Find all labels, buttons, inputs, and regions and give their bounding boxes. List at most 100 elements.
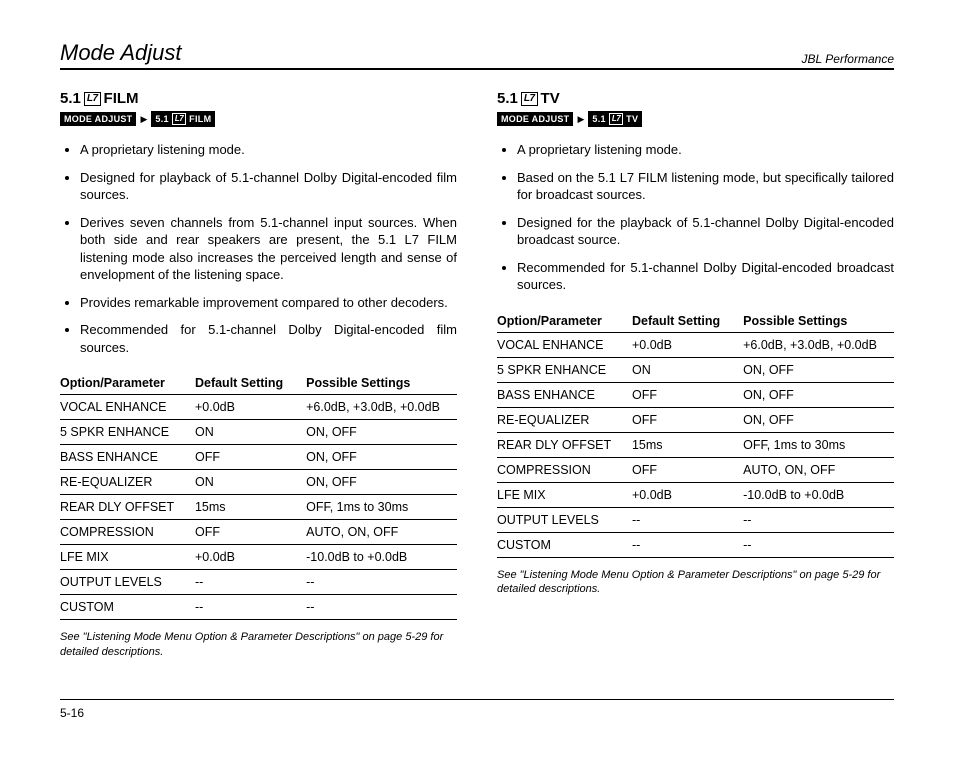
table-header: Option/Parameter: [497, 310, 632, 333]
list-item: Designed for the playback of 5.1-channel…: [517, 214, 894, 249]
heading-prefix: 5.1: [60, 90, 81, 107]
list-item: Provides remarkable improvement compared…: [80, 294, 457, 312]
table-cell: ON, OFF: [743, 357, 894, 382]
breadcrumb-sub-prefix: 5.1: [155, 114, 168, 124]
film-breadcrumb: MODE ADJUST ▶ 5.1 L7 FILM: [60, 111, 457, 127]
table-cell: BASS ENHANCE: [60, 445, 195, 470]
film-heading: 5.1 L7 FILM: [60, 90, 457, 107]
table-cell: +0.0dB: [632, 482, 743, 507]
l7-badge-icon: L7: [172, 113, 186, 125]
table-cell: ON: [195, 470, 306, 495]
breadcrumb-sub-prefix: 5.1: [592, 114, 605, 124]
table-row: REAR DLY OFFSET15msOFF, 1ms to 30ms: [497, 432, 894, 457]
table-cell: ON, OFF: [743, 407, 894, 432]
breadcrumb-sub-suffix: FILM: [189, 114, 211, 124]
table-cell: CUSTOM: [497, 532, 632, 557]
table-cell: COMPRESSION: [60, 520, 195, 545]
page-title: Mode Adjust: [60, 40, 181, 66]
table-row: RE-EQUALIZEROFFON, OFF: [497, 407, 894, 432]
table-cell: -10.0dB to +0.0dB: [306, 545, 457, 570]
table-cell: REAR DLY OFFSET: [60, 495, 195, 520]
table-cell: OFF: [632, 457, 743, 482]
table-row: REAR DLY OFFSET15msOFF, 1ms to 30ms: [60, 495, 457, 520]
left-column: 5.1 L7 FILM MODE ADJUST ▶ 5.1 L7 FILM A …: [60, 90, 457, 659]
table-cell: COMPRESSION: [497, 457, 632, 482]
table-cell: LFE MIX: [60, 545, 195, 570]
table-cell: +0.0dB: [195, 545, 306, 570]
film-table-caption: See "Listening Mode Menu Option & Parame…: [60, 630, 457, 659]
table-cell: -10.0dB to +0.0dB: [743, 482, 894, 507]
table-header: Possible Settings: [743, 310, 894, 333]
table-cell: +6.0dB, +3.0dB, +0.0dB: [743, 332, 894, 357]
table-cell: 15ms: [632, 432, 743, 457]
list-item: A proprietary listening mode.: [80, 141, 457, 159]
table-cell: +6.0dB, +3.0dB, +0.0dB: [306, 395, 457, 420]
table-cell: +0.0dB: [632, 332, 743, 357]
table-header: Option/Parameter: [60, 372, 195, 395]
l7-badge-icon: L7: [521, 92, 538, 106]
breadcrumb-main-chip: MODE ADJUST: [497, 112, 573, 126]
list-item: Recommended for 5.1-channel Dolby Digita…: [80, 321, 457, 356]
table-row: OUTPUT LEVELS----: [60, 570, 457, 595]
table-cell: OUTPUT LEVELS: [497, 507, 632, 532]
table-cell: 15ms: [195, 495, 306, 520]
tv-heading: 5.1 L7 TV: [497, 90, 894, 107]
right-column: 5.1 L7 TV MODE ADJUST ▶ 5.1 L7 TV A prop…: [497, 90, 894, 659]
tv-params-table: Option/ParameterDefault SettingPossible …: [497, 310, 894, 558]
table-cell: AUTO, ON, OFF: [306, 520, 457, 545]
table-cell: CUSTOM: [60, 595, 195, 620]
table-row: RE-EQUALIZERONON, OFF: [60, 470, 457, 495]
table-cell: REAR DLY OFFSET: [497, 432, 632, 457]
table-row: 5 SPKR ENHANCEONON, OFF: [497, 357, 894, 382]
list-item: Derives seven channels from 5.1-channel …: [80, 214, 457, 284]
l7-badge-icon: L7: [609, 113, 623, 125]
heading-prefix: 5.1: [497, 90, 518, 107]
brand-label: JBL Performance: [802, 52, 895, 66]
table-cell: OFF: [195, 520, 306, 545]
table-cell: ON: [632, 357, 743, 382]
table-cell: RE-EQUALIZER: [60, 470, 195, 495]
list-item: Recommended for 5.1-channel Dolby Digita…: [517, 259, 894, 294]
breadcrumb-sub-suffix: TV: [626, 114, 638, 124]
table-row: COMPRESSIONOFFAUTO, ON, OFF: [497, 457, 894, 482]
film-params-table: Option/ParameterDefault SettingPossible …: [60, 372, 457, 620]
table-cell: +0.0dB: [195, 395, 306, 420]
table-header: Default Setting: [632, 310, 743, 333]
table-row: BASS ENHANCEOFFON, OFF: [497, 382, 894, 407]
breadcrumb-main-chip: MODE ADJUST: [60, 112, 136, 126]
page-header: Mode Adjust JBL Performance: [60, 40, 894, 70]
film-bullet-list: A proprietary listening mode.Designed fo…: [60, 141, 457, 356]
list-item: Based on the 5.1 L7 FILM listening mode,…: [517, 169, 894, 204]
chevron-right-icon: ▶: [577, 114, 584, 125]
tv-bullet-list: A proprietary listening mode. Based on th…: [497, 141, 894, 294]
table-row: CUSTOM----: [497, 532, 894, 557]
heading-suffix: TV: [541, 90, 560, 107]
table-cell: LFE MIX: [497, 482, 632, 507]
l7-badge-icon: L7: [84, 92, 101, 106]
table-cell: --: [632, 507, 743, 532]
tv-table-caption: See "Listening Mode Menu Option & Parame…: [497, 568, 894, 597]
content-columns: 5.1 L7 FILM MODE ADJUST ▶ 5.1 L7 FILM A …: [60, 90, 894, 659]
table-cell: VOCAL ENHANCE: [497, 332, 632, 357]
table-cell: BASS ENHANCE: [497, 382, 632, 407]
table-cell: OFF: [195, 445, 306, 470]
table-cell: ON, OFF: [743, 382, 894, 407]
table-cell: --: [306, 570, 457, 595]
table-cell: OFF: [632, 382, 743, 407]
table-cell: VOCAL ENHANCE: [60, 395, 195, 420]
table-row: VOCAL ENHANCE+0.0dB+6.0dB, +3.0dB, +0.0d…: [60, 395, 457, 420]
page-number: 5-16: [60, 706, 84, 720]
table-row: OUTPUT LEVELS----: [497, 507, 894, 532]
breadcrumb-sub-chip: 5.1 L7 FILM: [151, 111, 215, 127]
table-cell: --: [195, 595, 306, 620]
table-cell: --: [306, 595, 457, 620]
table-cell: ON, OFF: [306, 445, 457, 470]
table-cell: 5 SPKR ENHANCE: [497, 357, 632, 382]
table-cell: 5 SPKR ENHANCE: [60, 420, 195, 445]
tv-breadcrumb: MODE ADJUST ▶ 5.1 L7 TV: [497, 111, 894, 127]
table-row: LFE MIX+0.0dB-10.0dB to +0.0dB: [497, 482, 894, 507]
list-item: A proprietary listening mode.: [517, 141, 894, 159]
table-row: VOCAL ENHANCE+0.0dB+6.0dB, +3.0dB, +0.0d…: [497, 332, 894, 357]
table-cell: AUTO, ON, OFF: [743, 457, 894, 482]
table-cell: OFF, 1ms to 30ms: [306, 495, 457, 520]
